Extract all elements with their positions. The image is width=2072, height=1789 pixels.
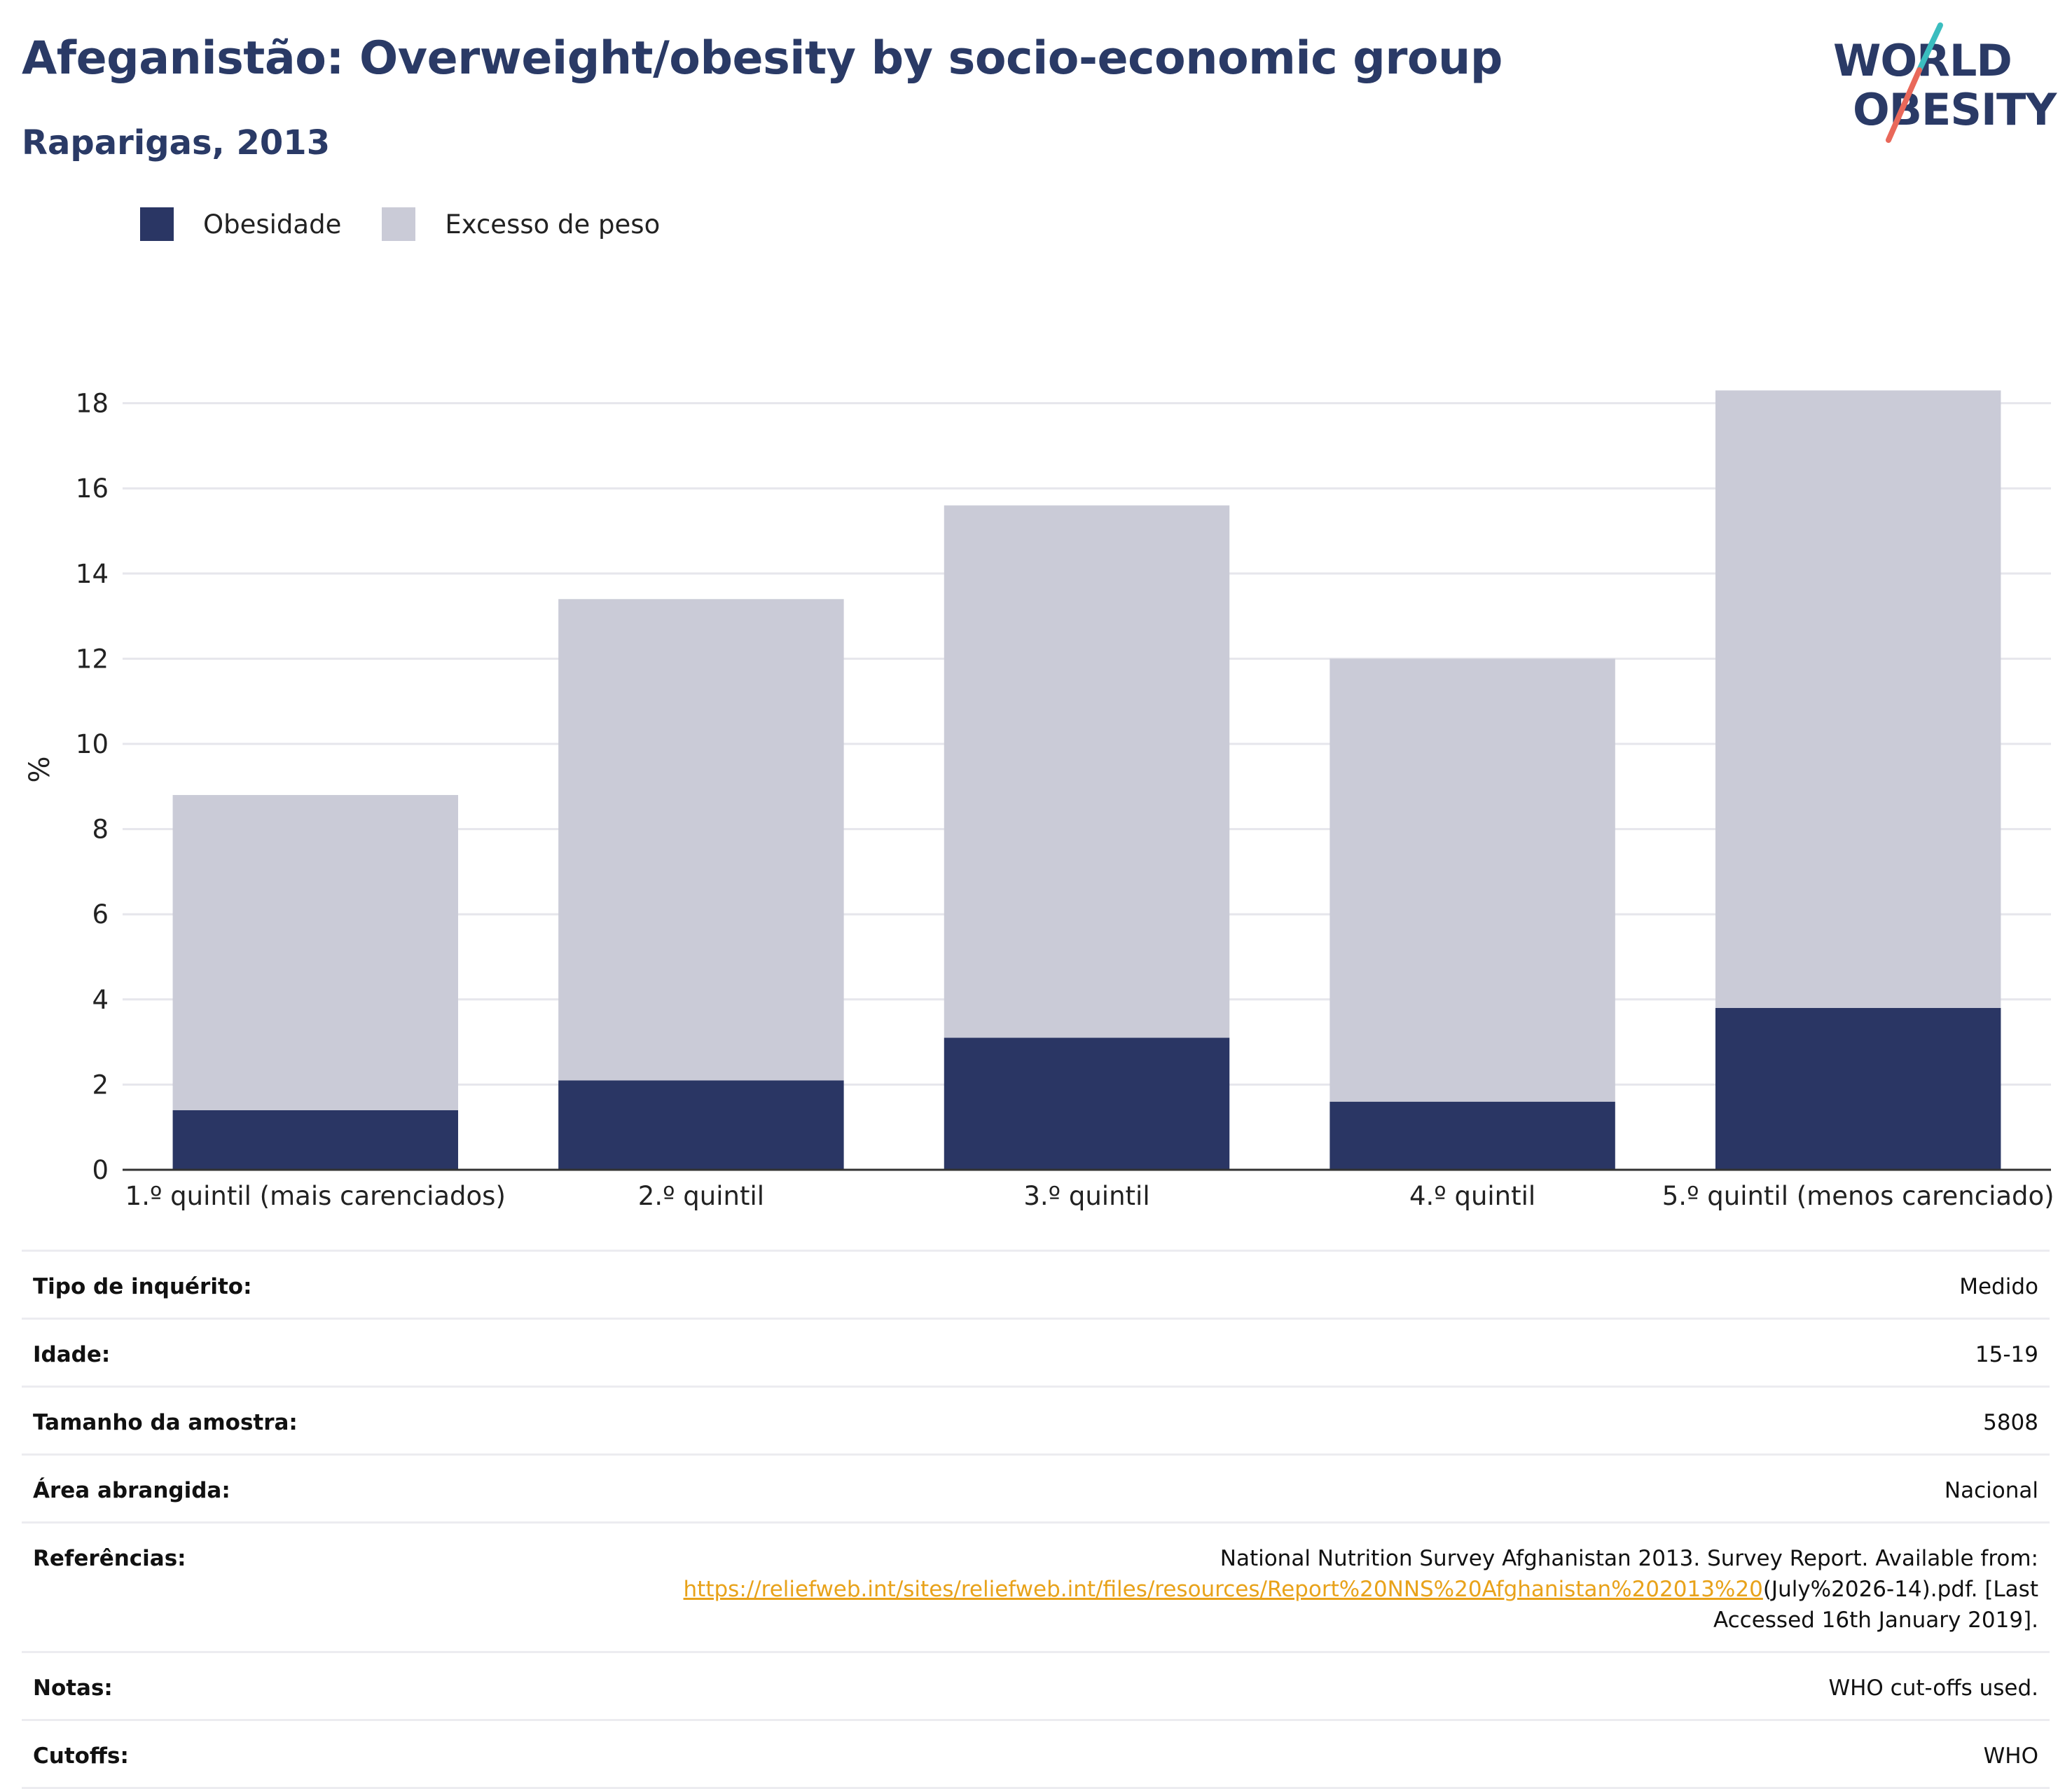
bar-chart: 0 2 4 6 8 10 12 14 16 18% 1.º quintil (mais carenc… xyxy=(24,389,2054,1211)
chart-legend: Obesidade Excesso de peso xyxy=(140,207,700,241)
y-tick-label: 0 xyxy=(92,1155,109,1185)
info-row-references: Referências: National Nutrition Survey A… xyxy=(22,1524,2050,1653)
bar-overweight xyxy=(172,794,459,1110)
legend-swatch-obesity xyxy=(140,207,174,241)
legend-label-overweight: Excesso de peso xyxy=(445,209,661,240)
legend-label-obesity: Obesidade xyxy=(203,209,342,240)
info-key-area: Área abrangida: xyxy=(33,1478,230,1503)
info-row-area: Área abrangida: Nacional xyxy=(22,1456,2050,1524)
x-tick-label: 2.º quintil xyxy=(638,1181,764,1211)
info-key-survey-type: Tipo de inquérito: xyxy=(33,1274,252,1299)
info-value-sample-size: 5808 xyxy=(1983,1410,2038,1435)
y-tick-label: 12 xyxy=(76,644,109,674)
bar-obesity xyxy=(172,1110,459,1170)
legend-item-obesity[interactable]: Obesidade xyxy=(140,207,341,241)
reference-text-suffix: (July%2026-14).pdf. [Last Accessed 16th … xyxy=(1713,1577,2038,1633)
info-value-cutoffs: WHO xyxy=(1983,1743,2038,1769)
x-tick-label: 5.º quintil (menos carenciado) xyxy=(1662,1181,2054,1211)
info-row-sample-size: Tamanho da amostra: 5808 xyxy=(22,1388,2050,1456)
reference-text: National Nutrition Survey Afghanistan 20… xyxy=(1220,1546,2038,1571)
y-tick-label: 14 xyxy=(76,559,109,589)
chart-subtitle: Raparigas, 2013 xyxy=(22,123,331,163)
bar-overweight xyxy=(1329,658,1615,1102)
legend-swatch-overweight xyxy=(382,207,416,241)
x-tick-label: 3.º quintil xyxy=(1023,1181,1149,1211)
info-key-references: Referências: xyxy=(33,1546,186,1571)
bar-obesity xyxy=(1329,1101,1615,1170)
bar-obesity xyxy=(1715,1007,2001,1170)
bar-overweight xyxy=(1715,390,2001,1008)
reference-link[interactable]: https://reliefweb.int/sites/reliefweb.in… xyxy=(683,1577,1763,1602)
y-tick-label: 8 xyxy=(92,815,109,845)
info-row-survey-type: Tipo de inquérito: Medido xyxy=(22,1252,2050,1320)
info-value-area: Nacional xyxy=(1944,1478,2038,1503)
bar-overweight xyxy=(558,599,844,1081)
info-key-sample-size: Tamanho da amostra: xyxy=(33,1410,298,1435)
y-tick-label: 4 xyxy=(92,985,109,1015)
y-tick-label: 6 xyxy=(92,899,109,930)
info-value-notes: WHO cut-offs used. xyxy=(1828,1676,2038,1701)
world-obesity-logo: WORLD OBESITY xyxy=(1833,22,2058,143)
info-value-survey-type: Medido xyxy=(1959,1274,2038,1299)
bar-obesity xyxy=(558,1080,844,1170)
y-tick-label: 10 xyxy=(76,729,109,759)
bar-obesity xyxy=(944,1037,1230,1170)
logo-slash-teal xyxy=(1916,22,1943,73)
info-key-cutoffs: Cutoffs: xyxy=(33,1743,129,1769)
info-row-age: Idade: 15-19 xyxy=(22,1320,2050,1388)
info-row-cutoffs: Cutoffs: WHO xyxy=(22,1721,2050,1789)
x-tick-label: 4.º quintil xyxy=(1409,1181,1535,1211)
legend-item-overweight[interactable]: Excesso de peso xyxy=(382,207,660,241)
info-key-age: Idade: xyxy=(33,1342,111,1367)
y-tick-label: 18 xyxy=(76,389,109,419)
survey-info-table: Tipo de inquérito: Medido Idade: 15-19 T… xyxy=(22,1250,2050,1789)
info-row-notes: Notas: WHO cut-offs used. xyxy=(22,1653,2050,1721)
info-key-notes: Notas: xyxy=(33,1676,113,1701)
y-tick-label: 16 xyxy=(76,474,109,504)
x-tick-label: 1.º quintil (mais carenciados) xyxy=(125,1181,506,1211)
chart-title: Afeganistão: Overweight/obesity by socio… xyxy=(22,32,1503,85)
logo-text-obesity: OBESITY xyxy=(1853,84,2057,135)
logo-slash-coral xyxy=(1886,67,1922,143)
y-tick-label: 2 xyxy=(92,1070,109,1100)
info-value-age: 15-19 xyxy=(1975,1342,2038,1367)
bar-overweight xyxy=(944,505,1230,1038)
y-axis-label: % xyxy=(24,756,56,782)
info-value-references: National Nutrition Survey Afghanistan 20… xyxy=(637,1543,2038,1636)
